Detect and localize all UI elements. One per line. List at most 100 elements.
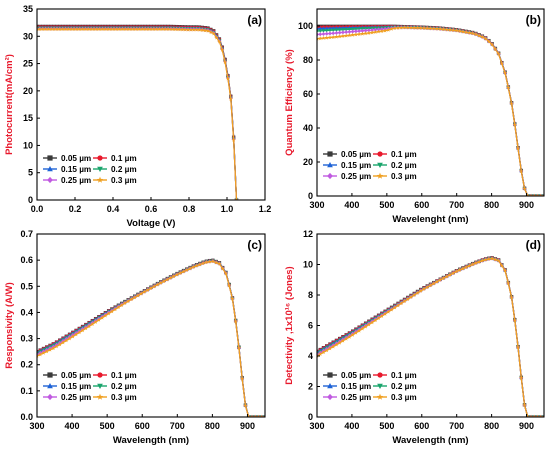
x-tick-label: 900 (519, 421, 534, 431)
data-point (496, 258, 501, 263)
y-tick-label: 25 (23, 59, 33, 69)
legend-label: 0.3 µm (391, 393, 417, 402)
data-point (166, 26, 171, 31)
data-point (490, 256, 495, 261)
data-point (165, 277, 170, 282)
y-tick-label: 0.3 (20, 334, 33, 344)
series-group (317, 24, 544, 196)
x-tick-label: 0.4 (107, 204, 120, 214)
series-0.3 (37, 26, 239, 200)
data-point (74, 26, 79, 31)
data-point (490, 42, 495, 47)
data-point (441, 27, 446, 32)
data-point (181, 269, 186, 274)
y-tick-label: 20 (303, 157, 313, 167)
legend-label: 0.3 µm (111, 393, 137, 402)
data-point (200, 27, 205, 32)
data-point (211, 31, 216, 36)
data-point (379, 28, 384, 33)
data-point (451, 28, 456, 33)
data-point (493, 47, 498, 52)
data-point (405, 25, 410, 30)
data-point (383, 311, 388, 316)
data-point (131, 26, 136, 31)
x-tick-label: 300 (309, 200, 324, 210)
data-point (163, 26, 168, 31)
data-point (373, 27, 378, 32)
data-point (143, 26, 148, 31)
data-point (408, 25, 414, 30)
data-point (418, 288, 423, 293)
data-point (146, 26, 151, 31)
legend-marker (377, 383, 383, 389)
data-point (344, 28, 349, 32)
legend-entry: 0.2 µm (93, 382, 137, 391)
data-point (421, 286, 427, 291)
data-point (538, 193, 543, 196)
data-point (201, 261, 206, 266)
data-point (331, 28, 336, 33)
data-point (519, 169, 524, 174)
data-point (399, 301, 404, 306)
legend-entry: 0.3 µm (373, 393, 417, 402)
plot-frame (316, 8, 545, 197)
data-point (502, 268, 508, 273)
data-point (512, 122, 517, 127)
series-group (317, 256, 544, 417)
data-point (347, 29, 352, 34)
data-point (51, 346, 56, 351)
data-point (370, 30, 375, 35)
y-tick-label: 10 (23, 140, 33, 150)
data-point (460, 266, 466, 271)
x-tick-label: 400 (344, 200, 359, 210)
x-axis-label: Wavelength (nm) (392, 435, 468, 446)
data-point (217, 261, 222, 266)
legend-marker (47, 393, 53, 401)
data-point (480, 34, 485, 39)
data-point (373, 29, 378, 34)
legend-marker (96, 176, 104, 183)
series-0.3 (37, 259, 265, 417)
data-point (408, 294, 414, 299)
panel-c: 300 400 500 600 700 800 900 0.0 0.1 0.2 0.3 0.4 0.5 0… (4, 229, 266, 446)
data-point (506, 281, 511, 286)
data-point (321, 26, 326, 30)
data-point (425, 285, 430, 289)
legend-marker (327, 372, 333, 378)
data-point (376, 29, 381, 34)
data-point (344, 30, 349, 35)
data-point (77, 330, 82, 335)
data-point (157, 26, 162, 31)
legend-entry: 0.2 µm (373, 161, 417, 170)
data-point (528, 414, 534, 417)
series-line (37, 28, 238, 200)
data-point (203, 28, 208, 33)
series-line (37, 28, 238, 200)
y-tick-label: 15 (23, 113, 33, 123)
data-point (145, 287, 150, 292)
legend-marker (96, 393, 104, 400)
data-point (197, 27, 202, 32)
x-tick-label: 400 (344, 421, 359, 431)
data-point (438, 277, 443, 282)
data-point (240, 376, 245, 381)
data-point (83, 26, 88, 31)
legend-marker (327, 383, 333, 389)
data-point (80, 328, 85, 333)
data-point (318, 29, 323, 33)
data-point (160, 26, 165, 31)
panel-b: 300 400 500 600 700 800 900 0 20 40 60 80 100 Wavelen… (284, 8, 545, 225)
data-point (340, 338, 346, 343)
legend-entry: 0.1 µm (373, 371, 417, 380)
legend-marker (327, 162, 333, 168)
data-point (126, 26, 131, 31)
data-point (480, 258, 485, 263)
data-point (168, 27, 174, 32)
data-point (41, 350, 46, 355)
x-tick-label: 500 (379, 421, 394, 431)
data-point (324, 35, 329, 40)
data-point (376, 316, 381, 321)
legend-marker (97, 155, 103, 161)
data-point (318, 351, 323, 356)
legend-label: 0.05 µm (341, 150, 371, 159)
